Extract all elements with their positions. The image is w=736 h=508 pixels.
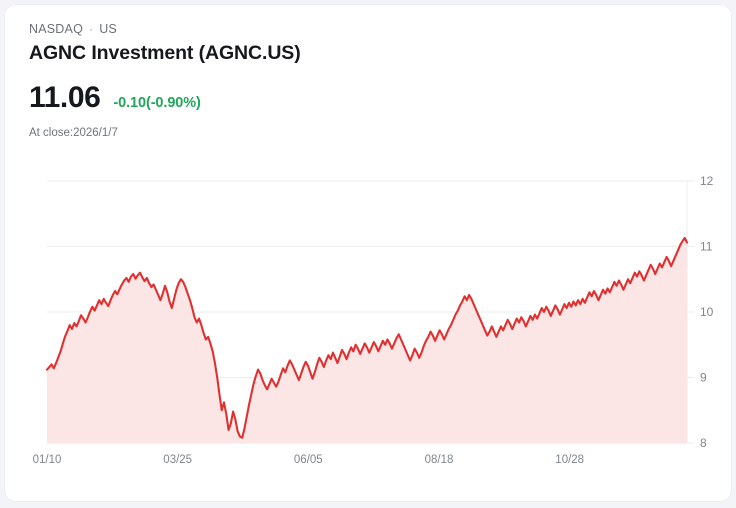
stock-quote-card: NASDAQ · US AGNC Investment (AGNC.US) 11… [4, 4, 732, 502]
x-axis-label: 06/05 [294, 454, 323, 466]
x-axis-label: 10/28 [555, 454, 584, 466]
y-axis-label: 10 [700, 305, 714, 319]
price-chart-svg[interactable]: 8 9 10 11 12 01/10 03/25 06/05 08/18 10/28 [5, 161, 732, 481]
y-axis-label: 11 [700, 240, 713, 254]
price-change: -0.10(-0.90%) [113, 95, 201, 111]
quote-header: NASDAQ · US AGNC Investment (AGNC.US) 11… [29, 21, 711, 141]
market-status-note: At close:2026/1/7 [29, 127, 118, 139]
x-axis-label: 01/10 [33, 454, 62, 466]
price-chart[interactable]: 8 9 10 11 12 01/10 03/25 06/05 08/18 10/28 [5, 161, 732, 481]
separator-dot: · [89, 22, 94, 36]
y-axis-label: 8 [700, 436, 707, 450]
exchange-region-row: NASDAQ · US [29, 21, 711, 37]
x-axis-label: 03/25 [163, 454, 192, 466]
chart-line [45, 236, 689, 439]
page-title: AGNC Investment (AGNC.US) [29, 42, 301, 64]
region-code: US [99, 22, 117, 36]
exchange-name: NASDAQ [29, 22, 83, 36]
y-axis-label: 12 [700, 174, 714, 188]
chart-area-fill [47, 237, 687, 443]
y-axis-label: 9 [700, 371, 707, 385]
current-price: 11.06 [29, 81, 101, 114]
quote-row: 11.06 -0.10(-0.90%) [29, 81, 711, 115]
x-axis-label: 08/18 [425, 454, 454, 466]
